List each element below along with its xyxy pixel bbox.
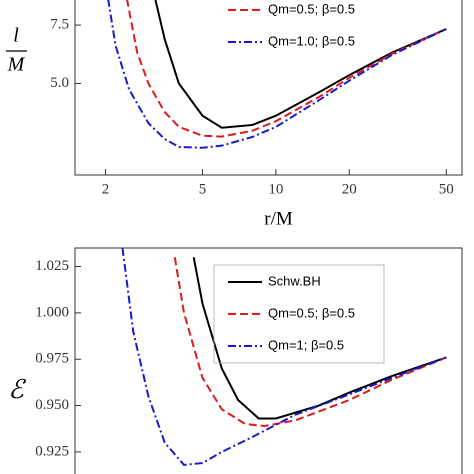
legend-label: Qm=1.0; β=0.5	[268, 33, 355, 48]
plot-area	[107, 0, 447, 149]
plot-frame	[74, 0, 463, 176]
data-line	[107, 0, 447, 149]
plot-frame	[74, 247, 463, 474]
y-tick-label: 0.975	[35, 351, 69, 367]
legend-label: Qm=0.5; β=0.5	[268, 305, 355, 320]
plot-area	[121, 248, 447, 466]
data-line	[192, 257, 447, 420]
data-line	[121, 248, 447, 466]
data-line	[173, 257, 447, 428]
y-axis-label: l	[13, 25, 19, 47]
y-tick-label: 0.925	[35, 443, 69, 459]
legend-label: Schw.BH	[268, 273, 321, 288]
x-tick-label: 20	[342, 181, 357, 197]
y-tick-label: 7.5	[50, 17, 69, 33]
x-tick-label: 50	[439, 181, 454, 197]
x-axis-label: r/M	[264, 208, 293, 229]
y-axis-label: ℰ	[8, 375, 26, 404]
x-tick-label: 2	[102, 181, 110, 197]
legend-label: Qm=1; β=0.5	[268, 337, 344, 352]
y-tick-label: 1.025	[35, 258, 69, 274]
legend-label: Qm=0.5; β=0.5	[268, 1, 355, 16]
legend-box	[213, 264, 385, 364]
x-tick-label: 10	[268, 181, 283, 197]
data-line	[154, 0, 447, 129]
y-tick-label: 5.0	[50, 75, 69, 91]
data-line	[126, 0, 447, 138]
y-tick-label: 0.950	[35, 397, 69, 413]
y-tick-label: 1.000	[35, 304, 69, 320]
x-tick-label: 5	[199, 181, 207, 197]
y-axis-label: M	[7, 54, 26, 76]
